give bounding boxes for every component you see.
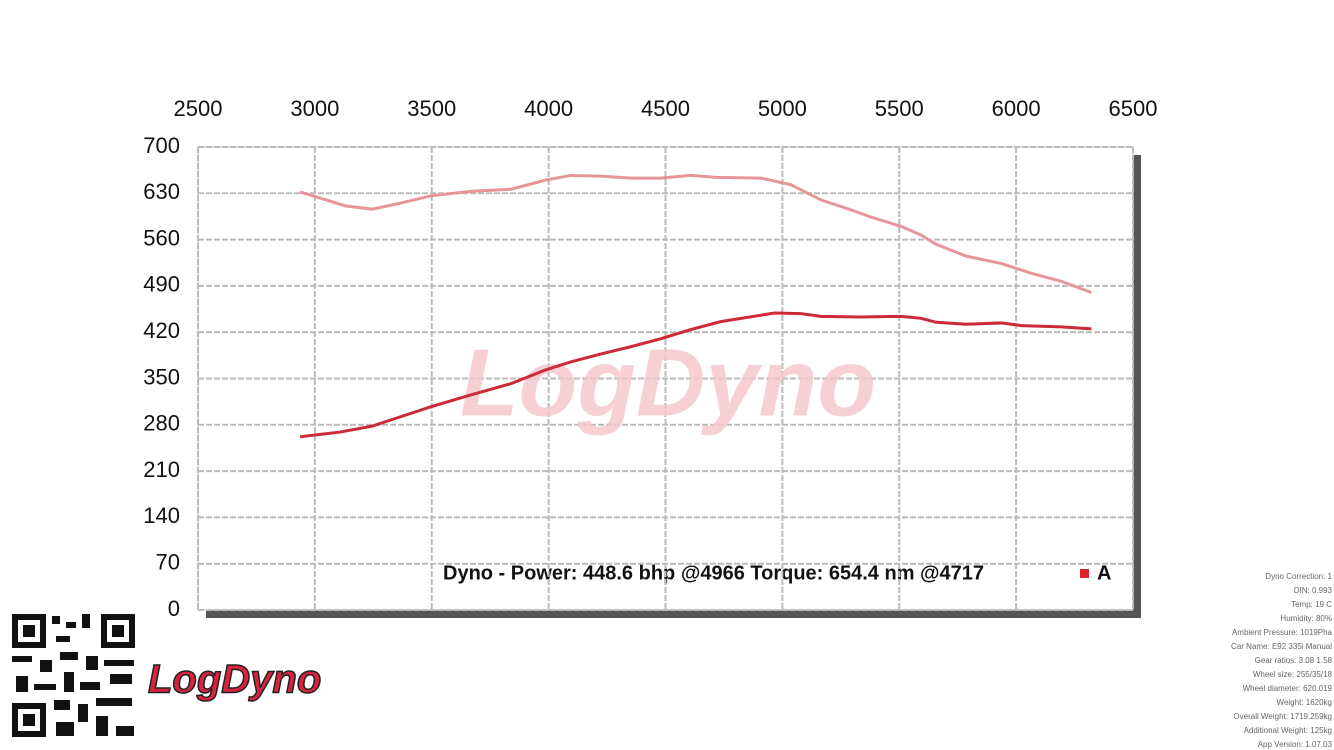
y-tick-label: 490	[143, 272, 180, 297]
x-tick-label: 5500	[875, 96, 924, 121]
watermark: LogDyno	[460, 329, 876, 436]
spec-line: Temp: 19 C	[1291, 600, 1332, 609]
spec-line: Wheel diameter: 620.019	[1243, 684, 1333, 693]
y-tick-label: 420	[143, 318, 180, 343]
spec-line: Additional Weight: 125kg	[1244, 726, 1332, 735]
spec-line: Car Name: E92 335i Manual	[1231, 642, 1332, 651]
data-line	[299, 173, 1092, 294]
data-line	[299, 311, 1092, 439]
y-tick-label: 70	[156, 550, 180, 575]
spec-line: Overall Weight: 1719.259kg	[1233, 712, 1332, 721]
legend-label: A	[1097, 562, 1111, 584]
legend-marker	[1080, 569, 1089, 578]
y-tick-label: 210	[143, 457, 180, 482]
x-tick-label: 6500	[1109, 96, 1158, 121]
annotation: Dyno - Power: 448.6 bhp @4966 Torque: 65…	[443, 562, 984, 584]
y-tick-label: 0	[168, 596, 180, 621]
x-tick-label: 4000	[524, 96, 573, 121]
y-tick-label: 560	[143, 225, 180, 250]
y-tick-label: 700	[143, 133, 180, 158]
spec-line: Wheel size: 255/35/18	[1253, 670, 1333, 679]
x-tick-label: 2500	[174, 96, 223, 121]
y-tick-label: 140	[143, 503, 180, 528]
y-tick-label: 350	[143, 364, 180, 389]
x-tick-label: 6000	[992, 96, 1041, 121]
y-tick-label: 280	[143, 411, 180, 436]
spec-line: Dyno Correction: 1	[1265, 572, 1332, 581]
spec-line: Gear ratios: 3.08 1.58	[1255, 656, 1333, 665]
brand-logo: LogDyno	[148, 658, 321, 702]
x-tick-label: 5000	[758, 96, 807, 121]
x-tick-label: 3000	[290, 96, 339, 121]
spec-line: Weight: 1620kg	[1277, 698, 1332, 707]
y-tick-label: 630	[143, 179, 180, 204]
x-tick-label: 3500	[407, 96, 456, 121]
x-tick-label: 4500	[641, 96, 690, 121]
spec-line: App Version: 1.07.03	[1258, 740, 1333, 749]
spec-line: DIN: 0.993	[1294, 586, 1333, 595]
qr-code	[12, 614, 135, 737]
spec-line: Ambient Pressure: 1019Pha	[1232, 628, 1333, 637]
spec-line: Humidity: 80%	[1280, 614, 1332, 623]
